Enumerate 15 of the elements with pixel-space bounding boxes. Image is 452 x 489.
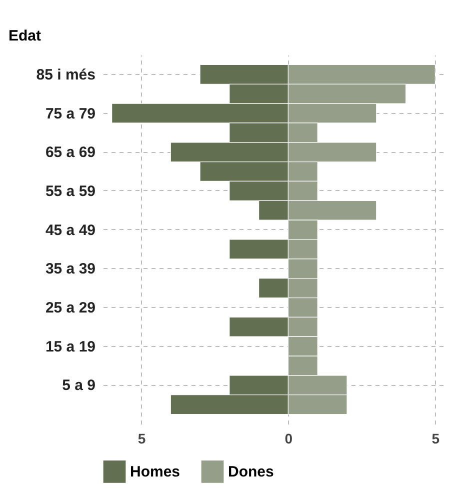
y-tick-label: 75 a 79 bbox=[45, 105, 96, 122]
x-tick-label: 5 bbox=[138, 430, 146, 446]
y-tick-label: 55 a 59 bbox=[45, 182, 96, 200]
x-tick-label: 5 bbox=[432, 430, 440, 446]
y-tick-label: 25 a 29 bbox=[45, 299, 96, 316]
y-tick-label: 45 a 49 bbox=[45, 222, 96, 239]
legend-label: Homes bbox=[130, 464, 180, 481]
y-tick-label: 15 a 19 bbox=[45, 338, 96, 356]
x-tick-label: 0 bbox=[284, 430, 293, 446]
y-axis-title: Edat bbox=[8, 28, 42, 44]
y-tick-label: 85 i més bbox=[36, 66, 96, 84]
y-tick-label: 65 a 69 bbox=[45, 144, 96, 162]
y-tick-label: 35 a 39 bbox=[45, 260, 96, 278]
y-tick-label: 5 a 9 bbox=[62, 377, 96, 394]
legend-label: Dones bbox=[228, 464, 274, 481]
